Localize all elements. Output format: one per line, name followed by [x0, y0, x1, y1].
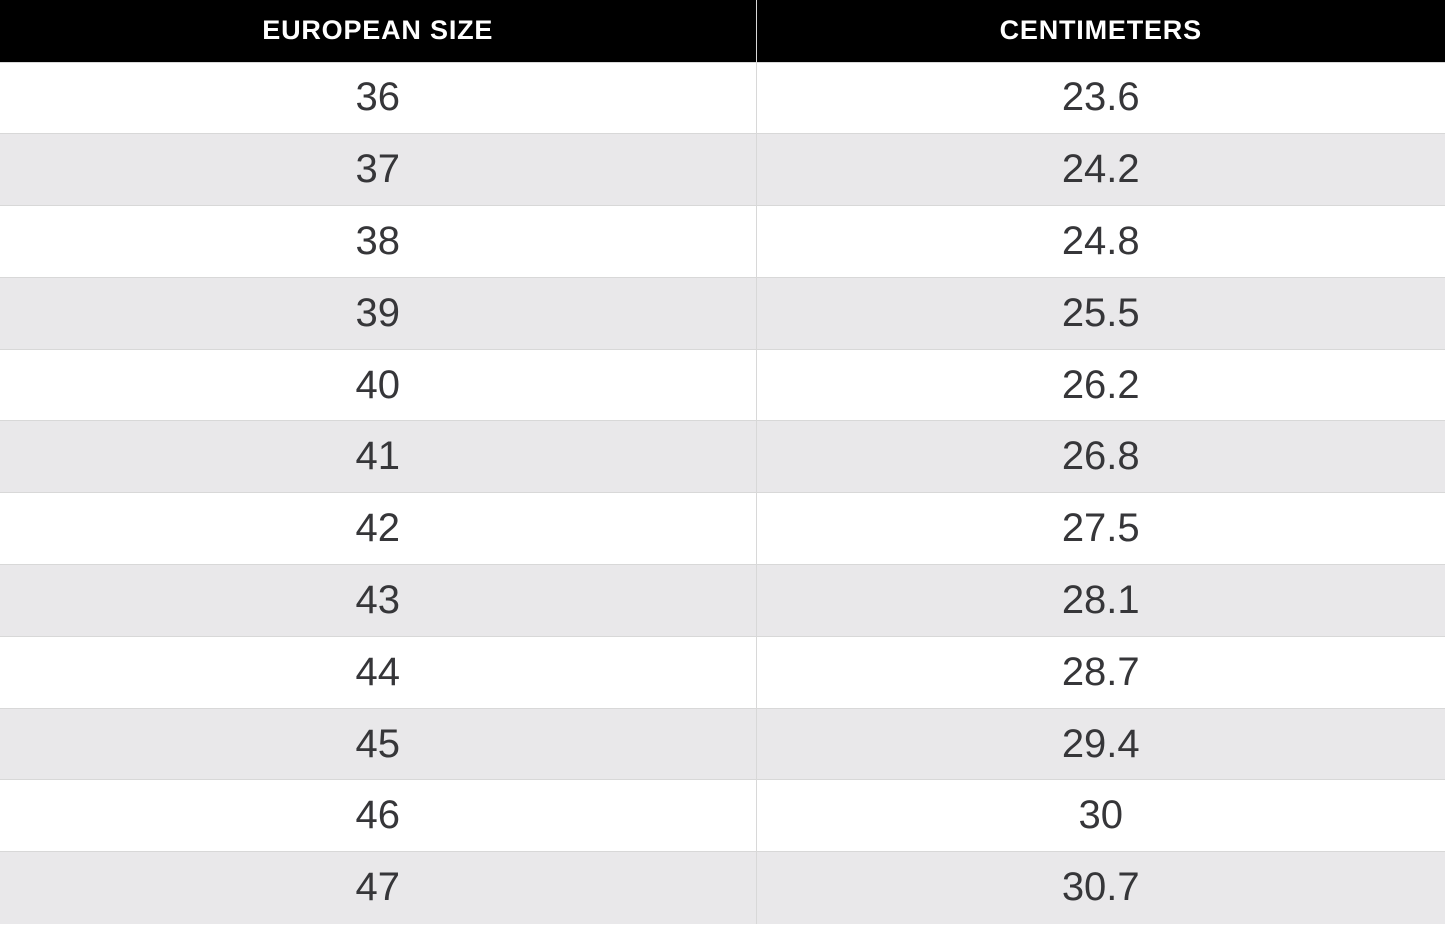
table-row: 46 30 — [0, 779, 1445, 852]
table-cell-cm: 30 — [756, 779, 1445, 852]
column-header-centimeters: CENTIMETERS — [756, 0, 1445, 62]
table-cell-eu: 37 — [0, 133, 757, 206]
table-row: 42 27.5 — [0, 492, 1445, 565]
table-cell-cm: 28.7 — [756, 635, 1445, 709]
size-table-body: 36 23.6 37 24.2 38 24.8 39 25.5 40 26.2 41 26.8 42 27… — [0, 61, 1445, 924]
table-row: 47 30.7 — [0, 851, 1445, 924]
table-cell-eu: 36 — [0, 61, 757, 134]
size-table-header: EUROPEAN SIZE CENTIMETERS — [0, 0, 1445, 62]
column-header-european-size: EUROPEAN SIZE — [0, 0, 757, 62]
table-cell-cm: 23.6 — [756, 61, 1445, 134]
table-cell-eu: 43 — [0, 564, 757, 637]
table-row: 37 24.2 — [0, 133, 1445, 206]
table-row: 41 26.8 — [0, 420, 1445, 493]
table-cell-cm: 26.2 — [756, 348, 1445, 421]
table-cell-cm: 30.7 — [756, 851, 1445, 924]
table-row: 38 24.8 — [0, 205, 1445, 278]
table-row: 36 23.6 — [0, 61, 1445, 134]
table-cell-eu: 39 — [0, 276, 757, 350]
table-cell-eu: 44 — [0, 635, 757, 709]
table-cell-cm: 28.1 — [756, 564, 1445, 637]
header-row: EUROPEAN SIZE CENTIMETERS — [0, 0, 1445, 62]
table-cell-cm: 29.4 — [756, 707, 1445, 780]
table-cell-cm: 26.8 — [756, 420, 1445, 493]
table-cell-eu: 42 — [0, 492, 757, 565]
table-cell-cm: 24.2 — [756, 133, 1445, 206]
table-cell-eu: 45 — [0, 707, 757, 780]
table-row: 43 28.1 — [0, 564, 1445, 637]
table-cell-eu: 47 — [0, 851, 757, 924]
table-cell-eu: 38 — [0, 205, 757, 278]
table-cell-eu: 40 — [0, 348, 757, 421]
table-row: 40 26.2 — [0, 348, 1445, 421]
table-row: 39 25.5 — [0, 276, 1445, 350]
table-cell-eu: 41 — [0, 420, 757, 493]
table-row: 44 28.7 — [0, 635, 1445, 709]
table-row: 45 29.4 — [0, 707, 1445, 780]
table-cell-cm: 25.5 — [756, 276, 1445, 350]
table-cell-cm: 27.5 — [756, 492, 1445, 565]
table-cell-cm: 24.8 — [756, 205, 1445, 278]
table-cell-eu: 46 — [0, 779, 757, 852]
